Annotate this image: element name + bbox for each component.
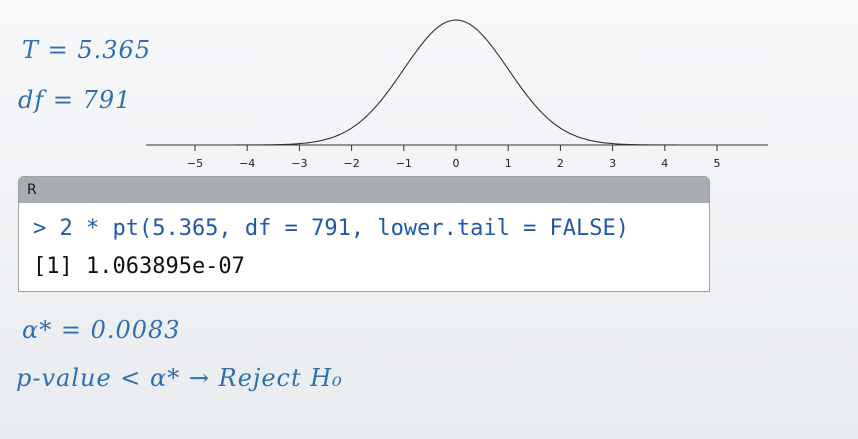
- r-output-line: [1] 1.063895e-07: [33, 254, 245, 279]
- x-tick-label: −3: [291, 157, 307, 170]
- x-tick-label: −1: [396, 157, 412, 170]
- x-tick-label: 0: [453, 157, 460, 170]
- r-console-window: R > 2 * pt(5.365, df = 791, lower.tail =…: [18, 176, 710, 292]
- alpha-star-note: α* = 0.0083: [22, 316, 181, 344]
- x-tick-label: 1: [505, 157, 512, 170]
- density-curve: [146, 19, 768, 146]
- x-tick-label: −5: [187, 157, 203, 170]
- df-note: df = 791: [18, 86, 132, 114]
- r-console-titlebar: R: [19, 177, 709, 203]
- t-statistic-note: T = 5.365: [22, 36, 152, 64]
- conclusion-note: p-value < α* → Reject H₀: [16, 364, 343, 392]
- x-tick-label: 5: [714, 157, 721, 170]
- x-ticks: −5 −4 −3 −2 −1 0 1 2 3 4 5: [187, 145, 721, 170]
- x-tick-label: −2: [343, 157, 359, 170]
- r-command-line: > 2 * pt(5.365, df = 791, lower.tail = F…: [33, 216, 630, 241]
- x-tick-label: 4: [661, 157, 668, 170]
- x-tick-label: 2: [557, 157, 564, 170]
- x-tick-label: 3: [609, 157, 616, 170]
- x-tick-label: −4: [239, 157, 255, 170]
- t-distribution-plot: −5 −4 −3 −2 −1 0 1 2 3 4 5: [146, 19, 768, 170]
